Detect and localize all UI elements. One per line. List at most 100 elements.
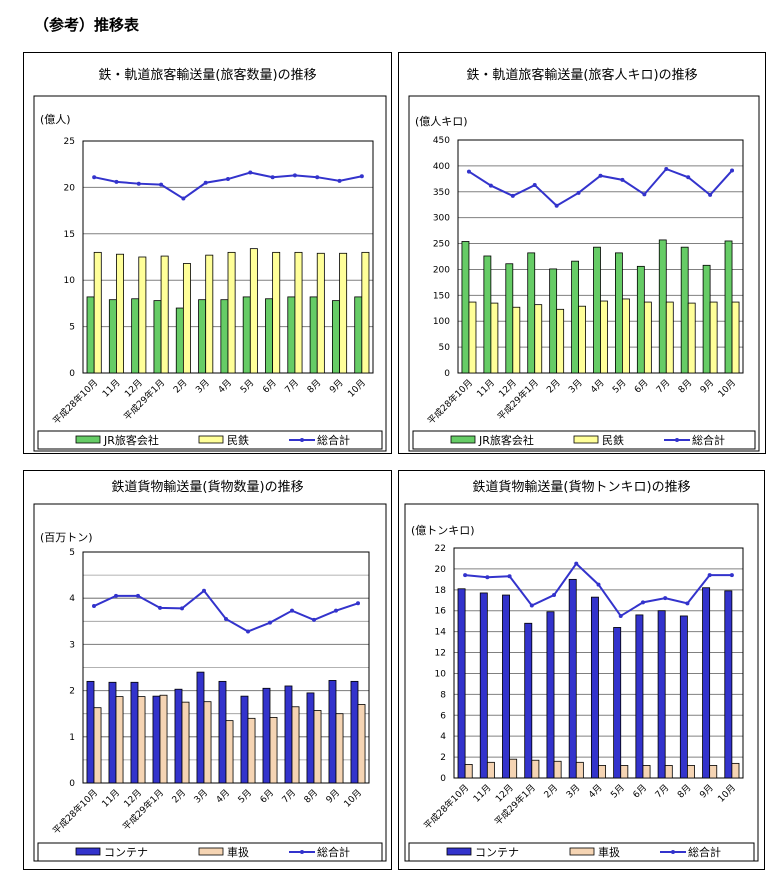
y-tick-label: 14 [435,628,447,638]
legend-swatch [75,847,101,856]
bar-JR旅客会社 [636,265,645,374]
bar-民鉄 [731,301,740,374]
bar-コンテナ [635,614,644,779]
y-tick-label: 18 [435,586,447,596]
bar-車扱 [464,764,473,779]
line-total [93,171,363,200]
bar-民鉄 [665,301,674,374]
x-tick-label: 8月 [305,377,323,395]
legend-marker [300,438,304,442]
legend-label: 総合計 [317,845,350,859]
bar-車扱 [642,765,651,779]
bar-JR旅客会社 [461,241,470,374]
bar-コンテナ [218,680,227,784]
bar-民鉄 [643,301,652,374]
x-tick-label: 6月 [258,787,276,805]
bar-車扱 [291,706,300,784]
line-point [312,617,316,622]
x-tick-label: 10月 [342,787,364,809]
line-point [203,180,208,185]
line-point [359,174,364,179]
bar-車扱 [115,696,124,784]
bar-コンテナ [174,688,183,784]
x-tick-label: 平成28年10月 [425,377,475,427]
bar-民鉄 [556,308,565,374]
y-tick-label: 6 [440,711,446,721]
line-point [730,168,735,173]
y-tick-label: 5 [69,548,75,558]
page-heading: （参考）推移表 [34,16,140,34]
chart-passenger-km: 鉄・軌道旅客輸送量(旅客人キロ)の推移 (億人キロ) 0 50 100 150 200 250… [398,52,766,454]
line-point [663,596,668,601]
bar-コンテナ [152,695,161,784]
bar-JR旅客会社 [86,296,95,374]
y-tick-label: 0 [444,369,450,379]
x-tick-label: 7月 [283,377,301,395]
legend-swatch [573,435,599,444]
line-point [224,616,228,621]
y-axis-unit: (百万トン) [40,531,93,544]
y-tick-label: 5 [69,323,75,333]
line-point [574,561,579,566]
x-tick-label: 3月 [567,377,585,395]
y-tick-label: 0 [440,774,446,784]
bar-コンテナ [240,695,249,784]
bar-車扱 [664,765,673,779]
line-point [246,629,250,634]
y-tick-label: 0 [69,369,75,379]
chart-title: 鉄・軌道旅客輸送量(旅客数量)の推移 [98,67,316,83]
x-tick-label: 2月 [171,377,189,395]
bar-車扱 [357,704,366,784]
bar-JR旅客会社 [309,296,318,374]
bar-車扱 [620,765,629,779]
bar-車扱 [159,694,168,784]
bar-コンテナ [590,596,599,779]
chart-title: 鉄・軌道旅客輸送量(旅客人キロ)の推移 [466,67,697,83]
x-tick-label: 2月 [545,377,563,395]
line-point [686,175,691,180]
bar-民鉄 [249,248,258,374]
y-tick-label: 10 [435,669,447,679]
x-tick-label: 9月 [324,787,342,805]
bar-民鉄 [93,251,102,374]
y-tick-label: 16 [435,607,447,617]
legend-label: 総合計 [317,433,350,447]
line-point [466,169,471,174]
x-tick-label: 平成29年1月 [120,787,166,833]
bar-民鉄 [294,251,303,374]
y-tick-label: 400 [433,162,450,172]
y-tick-label: 15 [64,230,75,240]
x-tick-label: 8月 [302,787,320,805]
y-tick-label: 20 [435,565,447,575]
x-tick-label: 8月 [676,377,694,395]
x-tick-label: 11月 [100,787,122,809]
x-tick-label: 5月 [610,377,628,395]
bar-車扱 [335,713,344,784]
bar-車扱 [687,765,695,779]
line-point [114,593,118,598]
line-point [552,593,557,598]
y-tick-label: 300 [433,214,450,224]
bar-車扱 [709,765,718,779]
bar-コンテナ [262,687,271,784]
bar-車扱 [731,762,740,779]
line-point [268,620,272,625]
x-tick-label: 平成29年1月 [121,377,167,423]
bar-民鉄 [116,253,125,374]
bar-コンテナ [479,592,488,779]
x-tick-label: 2月 [170,787,188,805]
line-point [640,600,645,605]
bar-JR旅客会社 [242,296,251,374]
line-point [270,175,275,180]
bar-コンテナ [502,594,510,779]
bar-JR旅客会社 [220,299,229,374]
bar-民鉄 [468,301,477,374]
x-tick-label: 4月 [586,782,604,800]
bar-車扱 [313,710,322,784]
bar-コンテナ [702,587,711,779]
x-tick-label: 平成28年10月 [421,782,471,832]
y-tick-label: 350 [433,188,450,198]
line-point [92,604,96,609]
x-tick-label: 7月 [654,377,672,395]
bar-コンテナ [546,611,555,779]
